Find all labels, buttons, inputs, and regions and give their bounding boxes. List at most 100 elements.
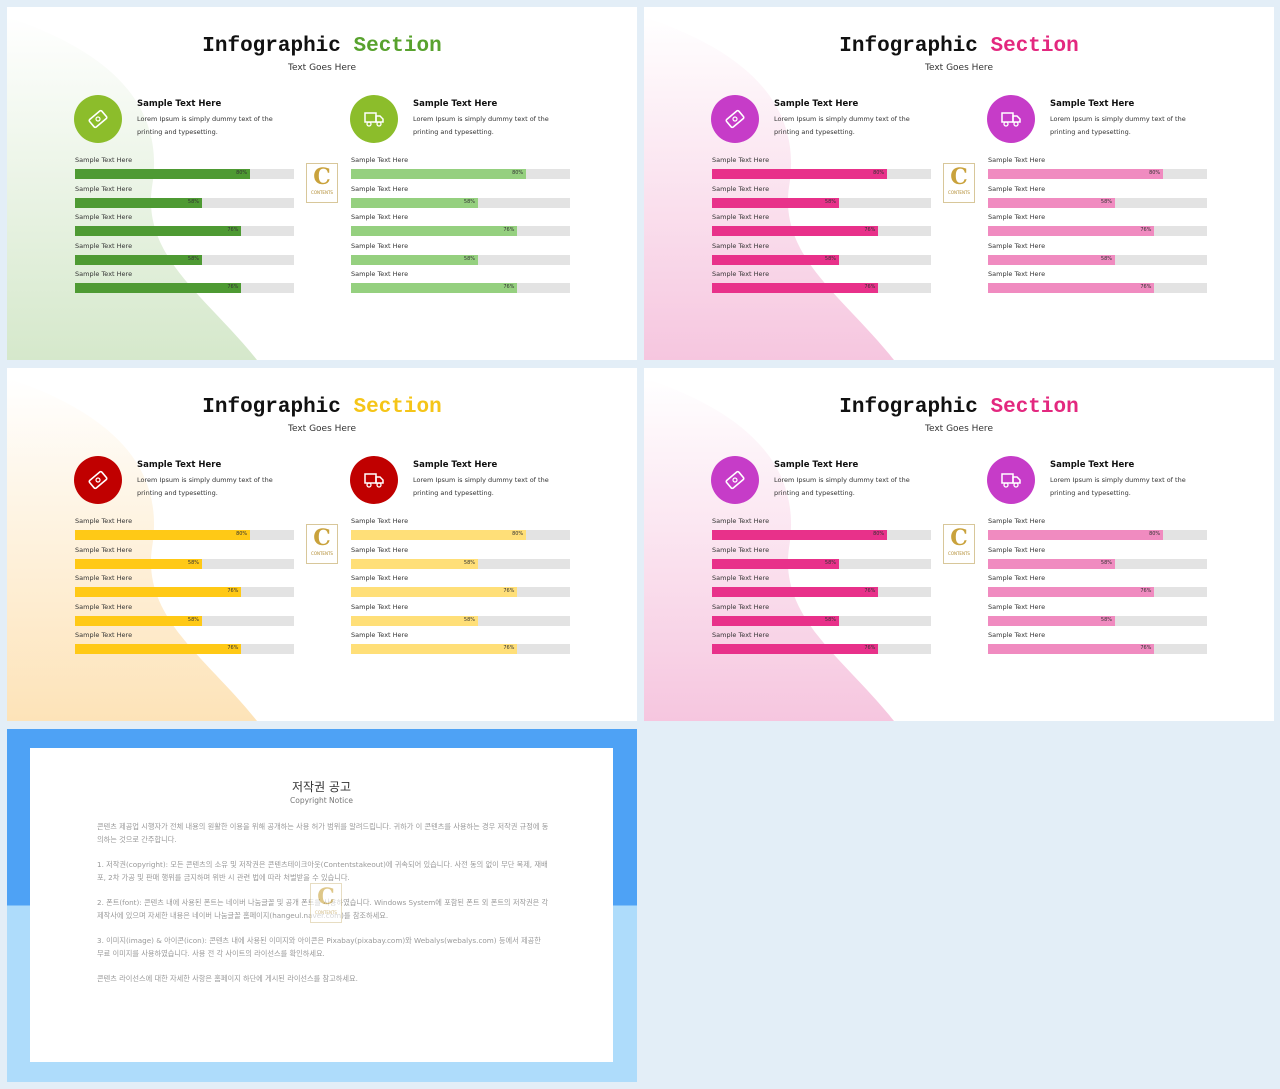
- bar-label: Sample Text Here: [75, 213, 133, 221]
- bar-value-label: 76%: [503, 227, 515, 233]
- bar: 58%: [712, 615, 840, 626]
- bar-value-label: 58%: [463, 198, 476, 205]
- feature-heading: Sample Text Here: [774, 99, 859, 109]
- bar-value-label: 58%: [1100, 559, 1113, 566]
- title-accent: Section: [353, 396, 442, 419]
- bar-track: 76%: [75, 283, 294, 293]
- bar-value-label: 76%: [864, 588, 876, 594]
- bar: 58%: [75, 254, 203, 265]
- bar-track: 76%: [712, 587, 931, 597]
- bar-track: 58%: [712, 197, 931, 208]
- feature-body: Lorem Ipsum is simply dummy text of the …: [774, 476, 910, 497]
- feature-heading: Sample Text Here: [413, 99, 498, 109]
- bar-value-label: 58%: [463, 616, 476, 623]
- bar: 58%: [75, 615, 203, 626]
- bar-track: 58%: [75, 558, 294, 569]
- title-part: Infographic: [839, 396, 978, 419]
- bar-value-label: 76%: [864, 227, 876, 233]
- copyright-card: 저작권 공고 Copyright Notice 콘텐츠 제공업 시행자가 전체 …: [30, 748, 613, 1062]
- slide: Infographic Section Text Goes Here Sample …: [7, 7, 637, 360]
- bar-value-label: 76%: [864, 645, 876, 651]
- bar-value-label: 58%: [187, 559, 200, 566]
- bar-value-label: 76%: [864, 284, 876, 290]
- bar-value-label: 76%: [1140, 645, 1152, 651]
- bar-label: Sample Text Here: [712, 631, 770, 639]
- bar: 76%: [988, 226, 1155, 236]
- logo: C CONTENTS: [310, 883, 342, 923]
- bar: 58%: [988, 197, 1116, 208]
- bar-label: Sample Text Here: [988, 631, 1046, 639]
- bar: 80%: [988, 530, 1164, 540]
- bar-track: 58%: [712, 254, 931, 265]
- bar-label: Sample Text Here: [988, 545, 1046, 554]
- slide-subtitle: Text Goes Here: [288, 63, 356, 73]
- bar-label: Sample Text Here: [351, 241, 409, 250]
- bar-track: 76%: [351, 226, 570, 236]
- bar-track: 76%: [351, 283, 570, 293]
- bar-label: Sample Text Here: [988, 156, 1046, 164]
- bar: 58%: [988, 558, 1116, 569]
- icon: [88, 109, 108, 129]
- icon: [1001, 112, 1021, 127]
- bar: 58%: [712, 558, 840, 569]
- bar-value-label: 76%: [227, 227, 239, 233]
- bar-track: 76%: [988, 283, 1207, 293]
- feature-body: Lorem Ipsum is simply dummy text of the …: [1050, 115, 1186, 136]
- bar-label: Sample Text Here: [75, 156, 133, 164]
- bar: 58%: [351, 615, 479, 626]
- bar-value-label: 58%: [187, 198, 200, 205]
- logo-letter: C: [950, 164, 968, 190]
- feature-heading: Sample Text Here: [1050, 460, 1135, 470]
- bar-value-label: 58%: [187, 616, 200, 623]
- feature-icon: [711, 95, 759, 143]
- bar-label: Sample Text Here: [75, 574, 133, 582]
- bar-track: 58%: [988, 197, 1207, 208]
- bar-value-label: 76%: [227, 588, 239, 594]
- bar-track: 76%: [712, 644, 931, 654]
- logo-text: CONTENTS: [311, 190, 333, 195]
- bar: 58%: [712, 197, 840, 208]
- bar-track: 58%: [712, 558, 931, 569]
- icon: [1001, 473, 1021, 488]
- logo: C CONTENTS: [943, 524, 975, 564]
- title-part: Infographic: [202, 396, 341, 419]
- feature-icon: [711, 456, 759, 504]
- bar-value-label: 80%: [512, 531, 524, 537]
- bar-value-label: 76%: [1140, 588, 1152, 594]
- bar-value-label: 58%: [1100, 616, 1113, 623]
- bar-value-label: 80%: [873, 531, 885, 537]
- logo: C CONTENTS: [943, 163, 975, 203]
- logo-letter: C: [317, 884, 335, 910]
- bar-track: 76%: [988, 587, 1207, 597]
- bar-track: 58%: [712, 615, 931, 626]
- bar-track: 76%: [712, 226, 931, 236]
- bar-track: 80%: [75, 530, 294, 540]
- bar-label: Sample Text Here: [351, 545, 409, 554]
- slide-subtitle: Text Goes Here: [925, 424, 993, 434]
- bar: 76%: [351, 226, 518, 236]
- bar-value-label: 58%: [463, 255, 476, 262]
- bar-track: 58%: [988, 254, 1207, 265]
- bar-track: 80%: [712, 169, 931, 179]
- bar: 58%: [988, 615, 1116, 626]
- bar: 80%: [351, 169, 527, 179]
- logo-letter: C: [313, 164, 331, 190]
- bar-value-label: 58%: [463, 559, 476, 566]
- logo-text: CONTENTS: [311, 551, 333, 556]
- feature-body: Lorem Ipsum is simply dummy text of the …: [413, 115, 549, 136]
- bar: 58%: [988, 254, 1116, 265]
- slide: Infographic Section Text Goes Here Sample …: [644, 368, 1274, 721]
- bar: 76%: [988, 283, 1155, 293]
- copyright-subtitle: Copyright Notice: [290, 796, 353, 805]
- copyright-paragraph: 3. 이미지(image) & 아이콘(icon): 콘텐츠 내에 사용된 이미…: [97, 936, 541, 958]
- bar-value-label: 58%: [1100, 255, 1113, 262]
- bar-label: Sample Text Here: [712, 574, 770, 582]
- bar-label: Sample Text Here: [75, 517, 133, 525]
- bar-track: 76%: [712, 283, 931, 293]
- bar: 76%: [75, 283, 242, 293]
- bar: 76%: [712, 283, 879, 293]
- feature-icon: [74, 95, 122, 143]
- slide-title: Infographic Section: [7, 35, 637, 58]
- bar: 58%: [75, 197, 203, 208]
